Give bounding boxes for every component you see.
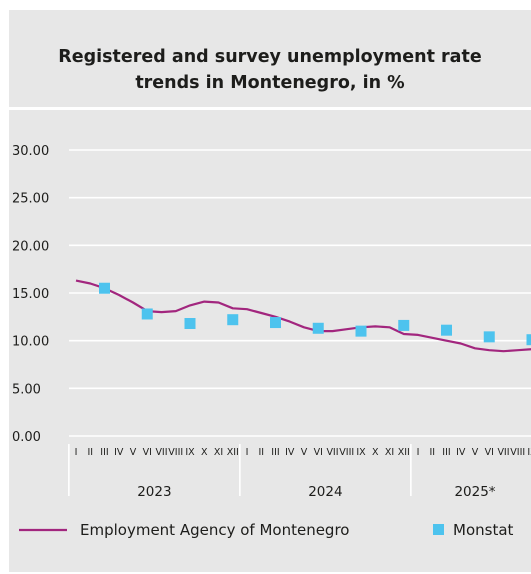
x-month-label: XII — [227, 447, 239, 458]
x-month-label: IV — [114, 447, 124, 458]
legend-square-swatch — [433, 524, 444, 535]
x-month-label: X — [201, 447, 208, 458]
data-point-monstat — [185, 318, 196, 329]
y-tick-label: 25.00 — [12, 192, 49, 207]
x-month-label: VIII — [168, 447, 183, 458]
x-month-label: VI — [143, 447, 152, 458]
x-month-label: II — [87, 447, 93, 458]
data-point-monstat — [398, 320, 409, 331]
x-month-label: IV — [285, 447, 295, 458]
data-point-monstat — [527, 334, 531, 345]
x-month-label: VII — [155, 447, 167, 458]
x-month-label: VIII — [339, 447, 354, 458]
y-tick-label: 10.00 — [12, 335, 49, 350]
legend-label-employment-agency: Employment Agency of Montenegro — [80, 521, 349, 539]
x-month-label: IX — [185, 447, 195, 458]
y-tick-label: 0.00 — [12, 430, 41, 445]
x-month-label: VII — [497, 447, 509, 458]
y-tick-label: 15.00 — [12, 287, 49, 302]
y-tick-label: 20.00 — [12, 239, 49, 254]
x-month-label: II — [258, 447, 264, 458]
x-month-label: VII — [326, 447, 338, 458]
y-tick-label: 30.00 — [12, 144, 49, 159]
data-point-monstat — [356, 326, 367, 337]
x-year-label: 2023 — [137, 484, 171, 500]
x-month-label: VI — [314, 447, 323, 458]
x-month-label: III — [442, 447, 450, 458]
x-month-label: XI — [385, 447, 394, 458]
x-month-label: VIII — [510, 447, 525, 458]
data-point-monstat — [142, 308, 153, 319]
x-month-label: VI — [485, 447, 494, 458]
x-year-label: 2024 — [308, 484, 342, 500]
data-point-monstat — [484, 331, 495, 342]
x-month-label: V — [130, 447, 137, 458]
x-month-label: II — [429, 447, 435, 458]
x-month-label: I — [417, 447, 420, 458]
chart-panel: Registered and survey unemployment rate … — [9, 10, 531, 572]
data-point-monstat — [227, 314, 238, 325]
x-month-label: XII — [398, 447, 410, 458]
x-month-label: XI — [214, 447, 223, 458]
x-month-label: V — [301, 447, 308, 458]
x-month-label: I — [246, 447, 249, 458]
x-month-label: IX — [356, 447, 366, 458]
x-month-label: III — [271, 447, 279, 458]
legend-label-monstat: Monstat — [453, 521, 514, 539]
y-tick-label: 5.00 — [12, 382, 41, 397]
x-year-label: 2025* — [454, 484, 495, 500]
x-month-label: X — [372, 447, 379, 458]
data-point-monstat — [441, 325, 452, 336]
data-point-monstat — [313, 323, 324, 334]
x-month-label: III — [100, 447, 108, 458]
x-month-label: V — [472, 447, 479, 458]
x-month-label: I — [75, 447, 78, 458]
x-month-label: IV — [456, 447, 466, 458]
data-point-monstat — [270, 317, 281, 328]
x-month-label: IX — [527, 447, 531, 458]
data-point-monstat — [99, 283, 110, 294]
